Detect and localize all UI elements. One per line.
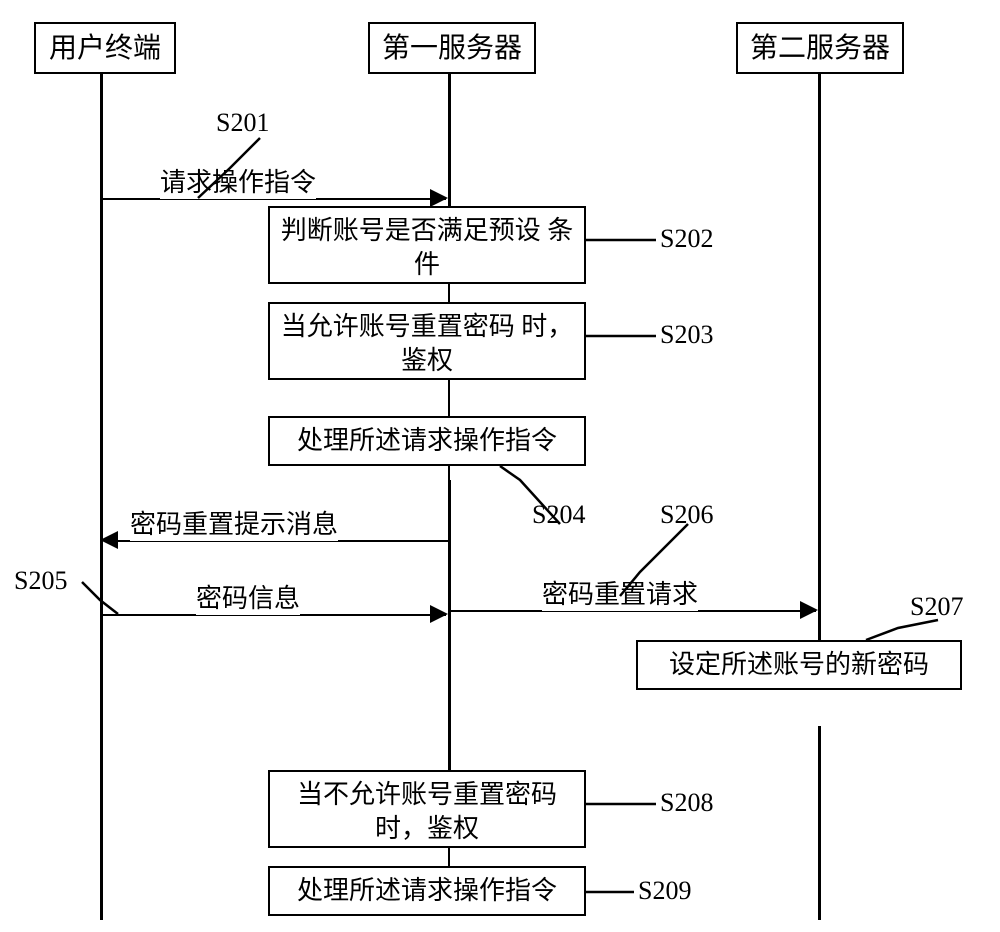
step-label-s202: S202 [660, 224, 713, 254]
lifeline-first-server-b [448, 480, 451, 770]
connector [448, 284, 450, 302]
step-label-s205: S205 [14, 566, 67, 596]
connector [448, 380, 450, 416]
step-text: 判断账号是否满足预设 条件 [281, 216, 574, 279]
msg-s205-label: 密码信息 [196, 578, 300, 615]
msg-s206-label: 密码重置请求 [542, 574, 698, 611]
lifeline-user-terminal [100, 74, 103, 920]
actor-first-server: 第一服务器 [368, 22, 536, 74]
step-text: 处理所述请求操作指令 [297, 426, 557, 455]
step-box-s204: 处理所述请求操作指令 [268, 416, 586, 466]
step-label-s209: S209 [638, 876, 691, 906]
actor-user-terminal: 用户终端 [34, 22, 176, 74]
actor-label: 用户终端 [49, 33, 161, 64]
step-box-s203: 当允许账号重置密码 时，鉴权 [268, 302, 586, 380]
step-label-s207: S207 [910, 592, 963, 622]
step-text: 处理所述请求操作指令 [297, 876, 557, 905]
step-text: 设定所述账号的新密码 [669, 650, 929, 679]
step-box-s209: 处理所述请求操作指令 [268, 866, 586, 916]
step-label-s204: S204 [532, 500, 585, 530]
step-box-s202: 判断账号是否满足预设 条件 [268, 206, 586, 284]
sequence-diagram: 用户终端 第一服务器 第二服务器 请求操作指令 密码重置提示消息 密码信息 密码… [0, 0, 1000, 932]
lifeline-second-server-b [818, 726, 821, 920]
msg-s204back-label: 密码重置提示消息 [130, 504, 338, 541]
lifeline-second-server-a [818, 74, 821, 640]
step-text: 当允许账号重置密码 时，鉴权 [281, 312, 574, 375]
arrowhead-icon [100, 531, 118, 549]
connector [448, 466, 450, 480]
step-label-s201: S201 [216, 108, 269, 138]
step-text: 当不允许账号重置密码 时，鉴权 [297, 780, 557, 843]
lifeline-first-server-a [448, 74, 451, 206]
connector [448, 848, 450, 866]
step-label-s203: S203 [660, 320, 713, 350]
arrowhead-icon [430, 605, 448, 623]
actor-second-server: 第二服务器 [736, 22, 904, 74]
step-box-s208: 当不允许账号重置密码 时，鉴权 [268, 770, 586, 848]
actor-label: 第一服务器 [382, 33, 522, 64]
arrowhead-icon [430, 189, 448, 207]
actor-label: 第二服务器 [750, 33, 890, 64]
pointer-s207 [866, 620, 938, 640]
step-label-s208: S208 [660, 788, 713, 818]
step-label-s206: S206 [660, 500, 713, 530]
arrowhead-icon [800, 601, 818, 619]
step-box-s207: 设定所述账号的新密码 [636, 640, 962, 690]
msg-s201-label: 请求操作指令 [160, 162, 316, 199]
